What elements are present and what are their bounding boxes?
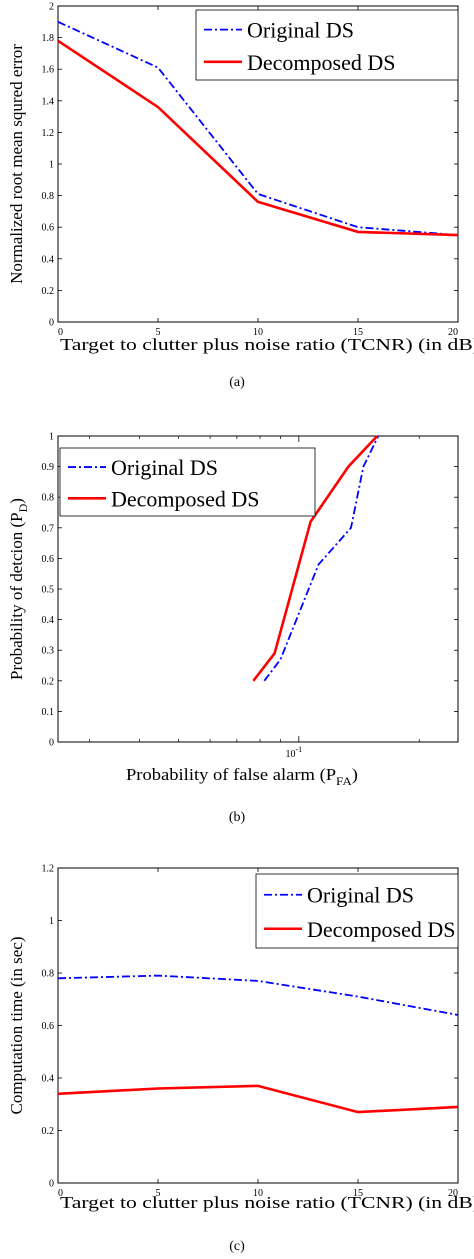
y-tick-label: 1.8: [42, 33, 55, 44]
series-line-decomposed-ds: [57, 1084, 459, 1114]
legend-box: [255, 873, 459, 949]
x-tick-label: 20: [448, 327, 458, 338]
legend: Original DS Decomposed DS: [59, 447, 316, 517]
legend-box: [59, 447, 316, 517]
y-tick-label: 0.4: [42, 254, 55, 265]
y-tick-label: 0.6: [42, 223, 55, 234]
y-axis-label: Normalized root mean squred error: [7, 44, 26, 284]
y-tick-label: 1: [49, 916, 54, 927]
y-tick-label: 1: [49, 432, 54, 443]
legend-entry: Decomposed DS: [307, 917, 455, 942]
chart-1: 0 0.1 0.2 0.3 0.4 0.5 0.6 0.7 0.8 0.9 1 10-1 Probabi…: [7, 432, 459, 825]
x-axis-label: Probability of false alarm (P FA): [126, 765, 358, 788]
y-tick-label: 0.2: [42, 1126, 55, 1137]
subfigure-caption: (c): [229, 1239, 245, 1254]
subfigure-caption: (a): [229, 375, 245, 390]
x-tick-label: 0: [58, 1188, 63, 1199]
chart-0: 00.20.40.60.811.21.41.61.820 5 10 15 20Targe…: [7, 2, 474, 391]
y-tick-label: 0.5: [42, 585, 55, 596]
x-tick-label: 10-1: [285, 745, 302, 760]
y-tick-label: 0.3: [42, 646, 55, 657]
x-tick-label: 20: [448, 1188, 458, 1199]
y-tick-label: 0.1: [42, 707, 55, 718]
y-tick-label: 0.9: [42, 462, 55, 473]
x-tick-label: 15: [353, 327, 363, 338]
y-tick-label: 0.2: [42, 676, 55, 687]
x-axis-label: Target to clutter plus noise ratio (TCNR…: [60, 335, 474, 354]
y-tick-label: 2: [49, 2, 54, 13]
x-tick-label: 10: [253, 1188, 263, 1199]
legend-entry: Original DS: [307, 883, 414, 908]
y-tick-label: 1.4: [42, 96, 55, 107]
y-tick-label: 0.4: [42, 1074, 55, 1085]
y-tick-label: 0: [49, 1179, 54, 1190]
x-tick-label: 5: [156, 327, 161, 338]
x-tick-label: 0: [58, 327, 63, 338]
y-tick-label: 0.7: [42, 523, 55, 534]
legend-box: [195, 9, 459, 81]
x-axis-label: Target to clutter plus noise ratio (TCNR…: [60, 1193, 474, 1212]
y-tick-label: 0.6: [42, 554, 55, 565]
series-line-decomposed-ds: [57, 39, 459, 237]
y-tick-label: 0.6: [42, 1021, 55, 1032]
x-tick-label: 5: [156, 1188, 161, 1199]
y-tick-label: 1: [49, 160, 54, 171]
y-axis-label: Probability of detcion (PD): [7, 498, 30, 680]
legend-entry: Original DS: [247, 18, 354, 43]
y-tick-label: 1.2: [42, 864, 55, 875]
legend-entry: Original DS: [111, 455, 218, 480]
series-line-original-ds: [57, 974, 459, 1016]
y-tick-label: 0.4: [42, 615, 55, 626]
series-line-decomposed-ds: [252, 435, 379, 682]
y-tick-label: 0.8: [42, 493, 55, 504]
legend: Original DS Decomposed DS: [255, 873, 459, 949]
y-tick-label: 1.2: [42, 128, 55, 139]
series-line-original-ds: [263, 435, 380, 682]
subfigure-caption: (b): [229, 810, 246, 825]
legend-entry: Decomposed DS: [111, 486, 259, 511]
y-tick-label: 0.2: [42, 286, 55, 297]
x-tick-label: 10: [253, 327, 263, 338]
x-tick-label: 15: [353, 1188, 363, 1199]
y-tick-label: 1.6: [42, 65, 55, 76]
y-tick-label: 0: [49, 318, 54, 329]
legend-entry: Decomposed DS: [247, 50, 395, 75]
y-axis-label: Computation time (in sec): [7, 937, 26, 1115]
y-tick-label: 0: [49, 738, 54, 749]
y-tick-label: 0.8: [42, 191, 55, 202]
legend: Original DS Decomposed DS: [195, 9, 459, 81]
y-tick-label: 0.8: [42, 969, 55, 980]
